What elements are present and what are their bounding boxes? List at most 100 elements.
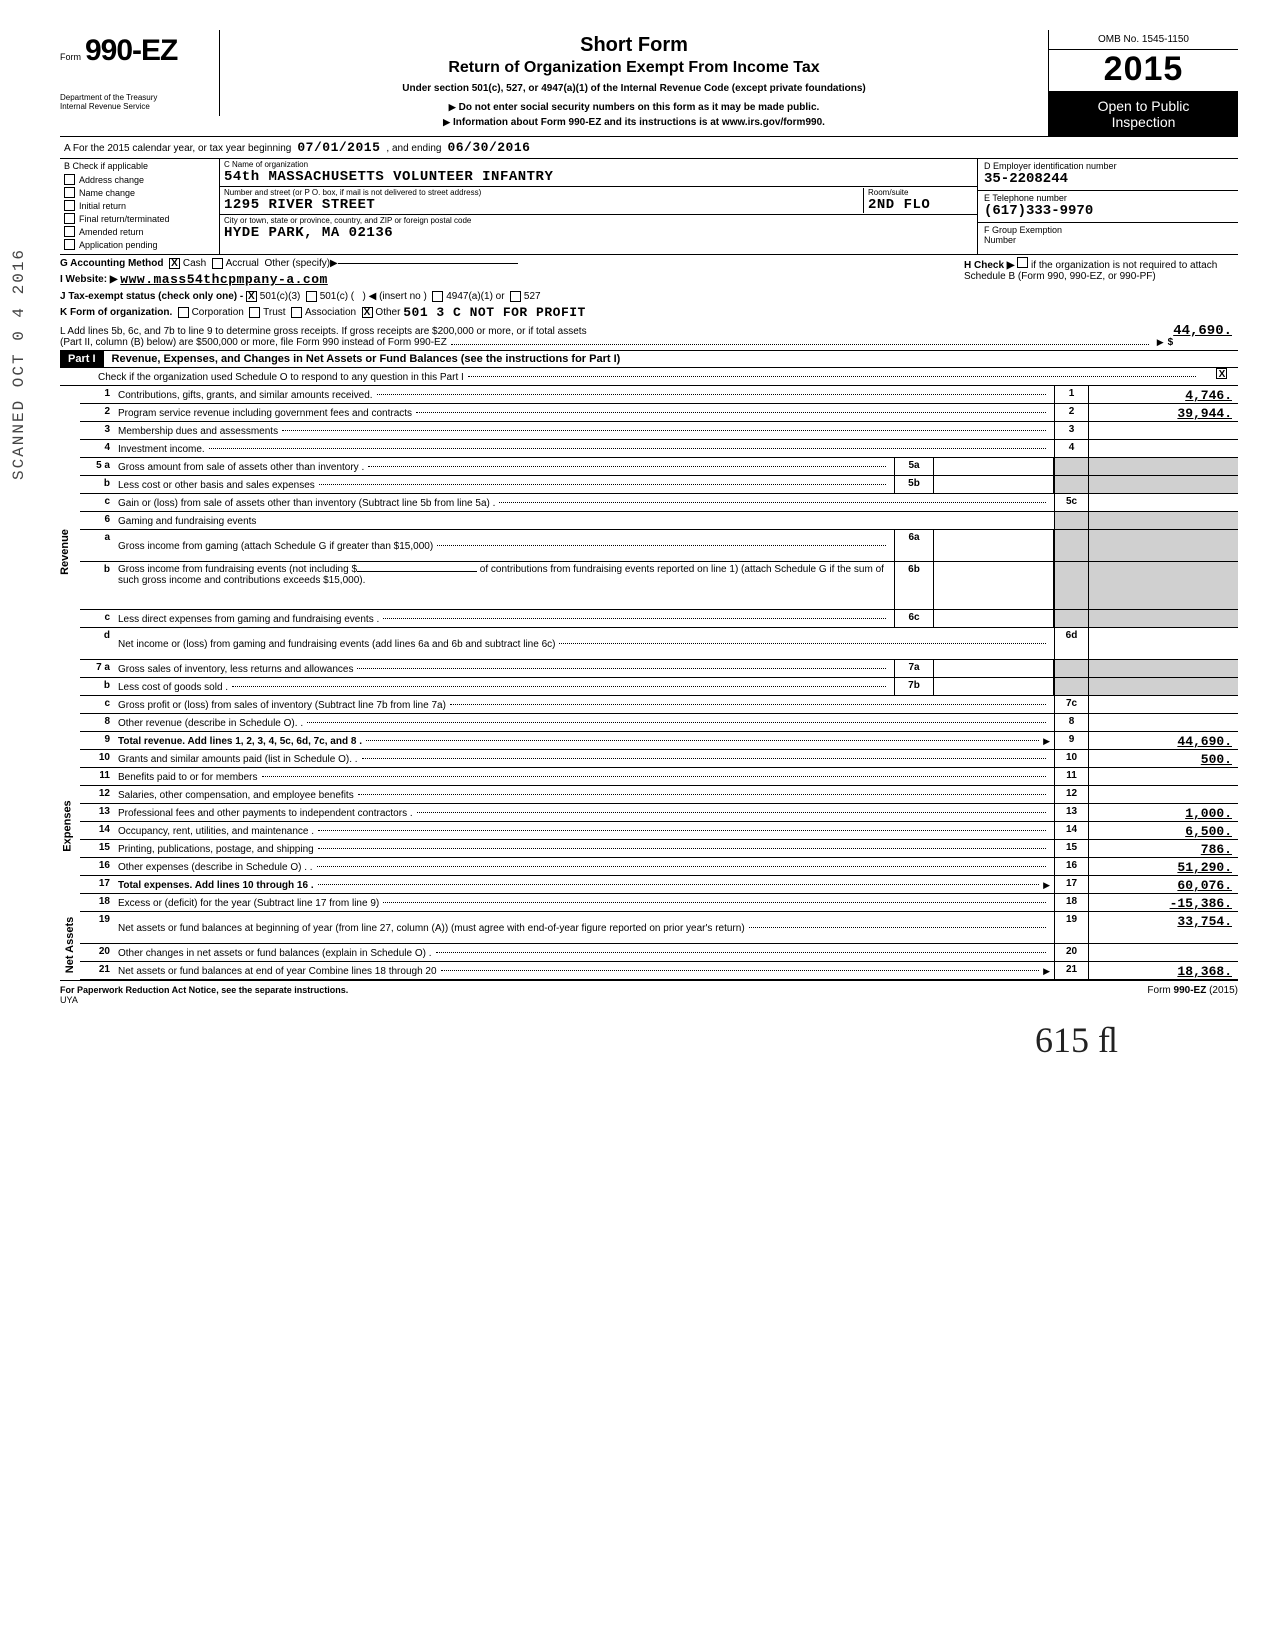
line-6a-mbox: 6a <box>894 530 934 561</box>
chk-assoc[interactable] <box>291 307 302 318</box>
form-id-block: Form 990-EZ Department of the Treasury I… <box>60 30 220 116</box>
expenses-label: Expenses <box>62 800 74 851</box>
line-1-box: 1 <box>1054 386 1088 403</box>
line-5c-val <box>1088 494 1238 511</box>
row-l-text2: (Part II, column (B) below) are $500,000… <box>60 337 447 348</box>
line-2-val: 39,944. <box>1088 404 1238 421</box>
row-a-prefix: A For the 2015 calendar year, or tax yea… <box>64 143 291 154</box>
line-11-text: Benefits paid to or for members <box>118 772 258 783</box>
line-7a-text: Gross sales of inventory, less returns a… <box>118 664 353 675</box>
line-7c-text: Gross profit or (loss) from sales of inv… <box>118 700 446 711</box>
line-6b-text: Gross income from fundraising events (no… <box>118 564 357 575</box>
lbl-corp: Corporation <box>192 307 244 318</box>
chk-application-pending[interactable] <box>64 239 75 250</box>
line-6-text: Gaming and fundraising events <box>118 516 256 527</box>
block-bcd: B Check if applicable Address change Nam… <box>60 159 1238 255</box>
chk-corp[interactable] <box>178 307 189 318</box>
line-9-num: 9 <box>80 732 118 749</box>
line-8-val <box>1088 714 1238 731</box>
form-number: 990-EZ <box>85 34 177 68</box>
line-18-val: -15,386. <box>1088 894 1238 911</box>
line-1-text: Contributions, gifts, grants, and simila… <box>118 390 373 401</box>
chk-schedule-b[interactable] <box>1017 257 1028 268</box>
line-5c-text: Gain or (loss) from sale of assets other… <box>118 498 495 509</box>
line-18-box: 18 <box>1054 894 1088 911</box>
ssn-warning: Do not enter social security numbers on … <box>228 102 1040 113</box>
chk-trust[interactable] <box>249 307 260 318</box>
lbl-527: 527 <box>524 291 541 302</box>
other-org-value: 501 3 C NOT FOR PROFIT <box>403 305 586 320</box>
chk-4947[interactable] <box>432 291 443 302</box>
line-6-num: 6 <box>80 512 118 529</box>
line-14-val: 6,500. <box>1088 822 1238 839</box>
line-19-box: 19 <box>1054 912 1088 943</box>
treasury-dept: Department of the Treasury Internal Reve… <box>60 94 213 112</box>
line-6a-num: a <box>80 530 118 561</box>
chk-schedule-o[interactable] <box>1216 368 1227 379</box>
line-12-val <box>1088 786 1238 803</box>
line-1-val: 4,746. <box>1088 386 1238 403</box>
line-5b-num: b <box>80 476 118 493</box>
chk-address-change[interactable] <box>64 174 75 185</box>
city: HYDE PARK, MA 02136 <box>224 225 393 241</box>
line-6d-val <box>1088 628 1238 659</box>
line-17-num: 17 <box>80 876 118 893</box>
chk-amended-return[interactable] <box>64 226 75 237</box>
lbl-name-change: Name change <box>79 188 135 198</box>
chk-accrual[interactable] <box>212 258 223 269</box>
chk-other-org[interactable] <box>362 307 373 318</box>
line-2-text: Program service revenue including govern… <box>118 408 412 419</box>
row-g: G Accounting Method Cash Accrual Other (… <box>60 255 958 271</box>
chk-501c3[interactable] <box>246 291 257 302</box>
chk-cash[interactable] <box>169 258 180 269</box>
line-15-box: 15 <box>1054 840 1088 857</box>
city-label: City or town, state or province, country… <box>224 216 471 225</box>
lbl-cash: Cash <box>183 258 206 269</box>
col-d-ids: D Employer identification number 35-2208… <box>978 159 1238 254</box>
line-12-num: 12 <box>80 786 118 803</box>
line-21-box: 21 <box>1054 962 1088 979</box>
row-a-tax-year: A For the 2015 calendar year, or tax yea… <box>60 137 1238 159</box>
chk-name-change[interactable] <box>64 187 75 198</box>
lbl-application-pending: Application pending <box>79 240 158 250</box>
line-6b-blank[interactable] <box>357 571 477 572</box>
line-3-num: 3 <box>80 422 118 439</box>
chk-527[interactable] <box>510 291 521 302</box>
tax-year-begin: 07/01/2015 <box>297 140 380 155</box>
line-9-text: Total revenue. Add lines 1, 2, 3, 4, 5c,… <box>118 736 362 747</box>
revenue-label: Revenue <box>59 529 71 575</box>
arrow-icon <box>1157 337 1164 348</box>
acct-other-field[interactable] <box>338 263 518 264</box>
row-j-label: J Tax-exempt status (check only one) - <box>60 291 243 302</box>
chk-final-return[interactable] <box>64 213 75 224</box>
line-15-text: Printing, publications, postage, and shi… <box>118 844 314 855</box>
short-form-title: Short Form <box>228 34 1040 57</box>
form-header: Form 990-EZ Department of the Treasury I… <box>60 30 1238 137</box>
line-11-num: 11 <box>80 768 118 785</box>
line-10-val: 500. <box>1088 750 1238 767</box>
rows-ghijk: G Accounting Method Cash Accrual Other (… <box>60 255 1238 321</box>
line-6a-text: Gross income from gaming (attach Schedul… <box>118 541 433 552</box>
website-value: www.mass54thcpmpany-a.com <box>120 272 328 287</box>
arrow-icon <box>1043 880 1050 891</box>
line-6d-box: 6d <box>1054 628 1088 659</box>
open-inspection: Open to Public Inspection <box>1049 92 1238 136</box>
line-8-text: Other revenue (describe in Schedule O). … <box>118 718 303 729</box>
lbl-initial-return: Initial return <box>79 201 126 211</box>
chk-initial-return[interactable] <box>64 200 75 211</box>
page-footer: For Paperwork Reduction Act Notice, see … <box>60 980 1238 1005</box>
chk-501c[interactable] <box>306 291 317 302</box>
net-assets-section: Net Assets 18Excess or (deficit) for the… <box>60 894 1238 980</box>
line-3-box: 3 <box>1054 422 1088 439</box>
revenue-section: Revenue 1 Contributions, gifts, grants, a… <box>60 386 1238 750</box>
scanned-stamp: SCANNED OCT 0 4 2016 <box>10 248 28 480</box>
part-1-check-line: Check if the organization used Schedule … <box>98 368 1204 385</box>
line-7b-num: b <box>80 678 118 695</box>
row-h-label: H Check ▶ <box>964 260 1014 271</box>
line-5b-mbox: 5b <box>894 476 934 493</box>
line-20-val <box>1088 944 1238 961</box>
line-19-val: 33,754. <box>1088 912 1238 943</box>
arrow-icon <box>1043 966 1050 977</box>
line-13-val: 1,000. <box>1088 804 1238 821</box>
info-line: Information about Form 990-EZ and its in… <box>228 117 1040 128</box>
